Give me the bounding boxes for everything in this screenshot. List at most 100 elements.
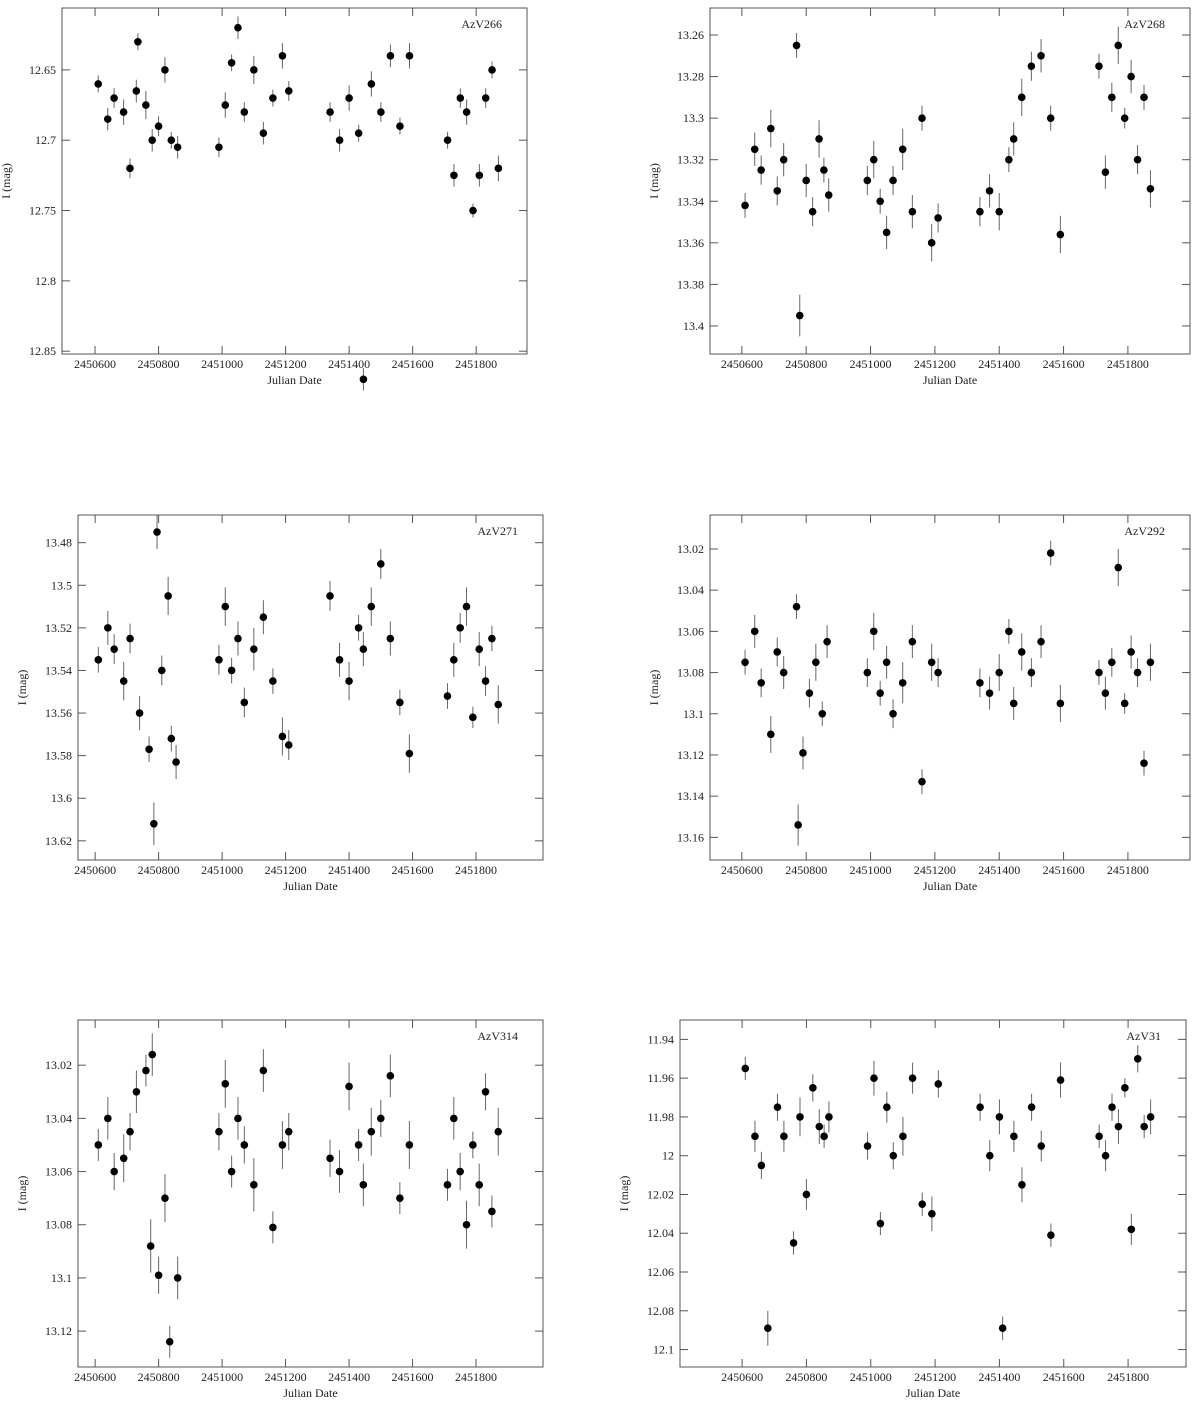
data-point: [172, 758, 180, 766]
data-point: [773, 1103, 782, 1112]
data-point: [469, 206, 477, 215]
data-point: [985, 187, 994, 195]
data-point: [976, 1103, 984, 1112]
data-point: [335, 1167, 344, 1176]
y-tick-label: 12.8: [35, 274, 56, 288]
data-point: [1146, 184, 1155, 193]
data-point: [876, 1219, 885, 1228]
data-point: [751, 1132, 759, 1141]
data-point: [802, 176, 810, 185]
y-tick-label: 12.04: [647, 1226, 674, 1240]
data-point: [934, 668, 942, 677]
data-point: [898, 145, 907, 154]
x-tick-label: 2451200: [265, 1370, 307, 1384]
data-point: [1101, 168, 1110, 176]
data-point: [456, 624, 464, 632]
data-point: [741, 658, 749, 667]
data-point: [103, 115, 112, 123]
data-point: [469, 713, 477, 722]
data-point: [278, 52, 287, 60]
data-point: [94, 1141, 103, 1149]
data-point: [456, 1167, 464, 1176]
data-point: [215, 143, 223, 152]
data-point: [359, 375, 368, 384]
data-point: [757, 679, 765, 687]
x-tick-label: 2450600: [74, 863, 116, 877]
y-axis-label: I (mag): [15, 670, 29, 706]
data-point: [1101, 689, 1110, 697]
data-point: [794, 821, 802, 829]
data-point: [863, 176, 872, 185]
x-tick-label: 2451400: [978, 1370, 1020, 1384]
x-tick-label: 2451000: [850, 1370, 892, 1384]
data-point: [126, 634, 134, 643]
x-tick-label: 2450800: [785, 1370, 827, 1384]
data-point: [326, 108, 334, 116]
data-point: [741, 201, 749, 210]
data-point: [494, 1127, 503, 1136]
y-tick-label: 13.04: [677, 583, 704, 597]
data-point: [995, 207, 1004, 216]
x-tick-label: 2451200: [914, 863, 956, 877]
x-tick-label: 2451800: [1107, 863, 1149, 877]
y-tick-label: 13.26: [677, 28, 704, 42]
data-point: [494, 164, 503, 173]
data-point: [812, 658, 820, 667]
data-point: [481, 1087, 490, 1096]
data-point: [104, 624, 112, 632]
x-tick-label: 2451600: [1043, 863, 1085, 877]
y-tick-label: 13.4: [683, 319, 704, 333]
data-point: [148, 1050, 157, 1059]
data-point: [443, 1181, 452, 1189]
data-point: [345, 677, 353, 685]
y-tick-label: 11.94: [647, 1032, 674, 1046]
data-point: [1146, 658, 1155, 667]
data-point: [883, 1103, 891, 1112]
data-point: [757, 166, 765, 174]
data-point: [94, 80, 103, 88]
data-point: [173, 143, 182, 152]
y-tick-label: 11.96: [647, 1071, 674, 1085]
data-point: [1009, 699, 1018, 708]
data-point: [1133, 1054, 1142, 1063]
y-tick-label: 13.06: [45, 1165, 72, 1179]
data-point: [809, 1084, 817, 1092]
data-point: [796, 1113, 804, 1121]
data-point: [250, 1181, 258, 1189]
y-tick-label: 11.98: [647, 1110, 674, 1124]
plot-frame: [679, 1019, 1187, 1368]
data-point: [167, 136, 176, 145]
y-tick-label: 13.06: [677, 624, 704, 638]
y-axis-label: I (mag): [15, 1176, 29, 1212]
data-point: [825, 1113, 833, 1121]
data-point: [1017, 648, 1026, 656]
data-point: [815, 135, 823, 143]
y-tick-label: 13.48: [45, 536, 72, 550]
data-point: [1114, 563, 1123, 572]
data-point: [386, 52, 395, 60]
data-point: [767, 730, 775, 739]
data-point: [405, 749, 414, 758]
data-point: [882, 658, 891, 667]
data-point: [215, 1127, 223, 1136]
data-point: [443, 136, 452, 145]
data-point: [908, 637, 917, 646]
data-point: [779, 155, 788, 164]
data-point: [789, 1239, 798, 1247]
data-point: [1133, 155, 1142, 164]
data-point: [405, 1141, 414, 1149]
panel: 2450600 2450800 2451000 2451200 2451400 24516…: [0, 7, 528, 391]
y-tick-label: 12.08: [647, 1304, 674, 1318]
data-point: [1037, 1142, 1046, 1150]
data-point: [154, 122, 163, 130]
data-point: [173, 1274, 182, 1282]
data-point: [475, 645, 484, 653]
y-axis-label: I (mag): [647, 670, 661, 706]
y-tick-label: 13.52: [45, 621, 72, 635]
panel: 2450600 2450800 2451000 2451200 2451400 24516…: [617, 1019, 1187, 1400]
data-point: [469, 1141, 477, 1149]
data-point: [132, 87, 141, 95]
data-point: [1046, 549, 1055, 557]
data-point: [876, 689, 884, 697]
data-point: [985, 689, 994, 697]
